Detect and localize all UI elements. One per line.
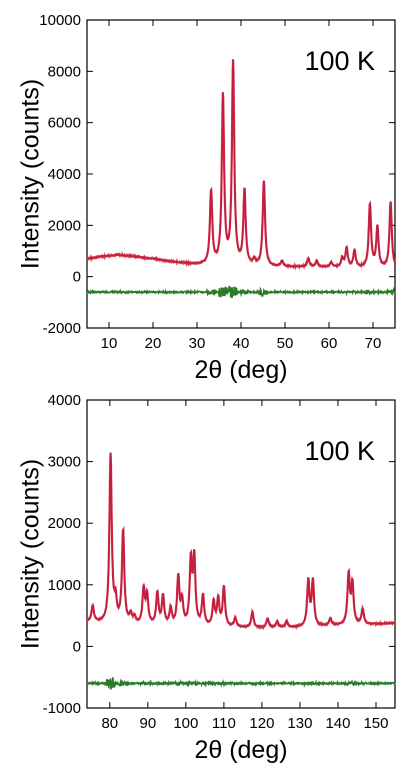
- bottom-chart-x-tick-label: 130: [287, 715, 312, 732]
- top-chart-y-tick-label: 10000: [39, 12, 81, 29]
- bottom-chart-y-tick-label: 4000: [48, 392, 81, 409]
- top-chart-x-tick-label: 30: [189, 335, 206, 352]
- bottom-chart-x-tick-label: 140: [325, 715, 350, 732]
- bottom-chart-x-ticks: 80 90 100 110 120 130 140 150: [101, 400, 389, 732]
- bottom-chart-difference-line: [86, 677, 396, 691]
- top-chart-panel: 10 20 30 40 50 60 70 -2000 0 2000 4000 6000 8000 100…: [17, 12, 397, 384]
- bottom-chart-x-tick-label: 100: [173, 715, 198, 732]
- bottom-chart-calculated-line: [86, 452, 395, 628]
- top-chart-observed-line: [86, 59, 397, 271]
- bottom-chart-x-axis-title: 2θ (deg): [194, 736, 287, 764]
- top-chart-x-tick-label: 60: [321, 335, 338, 352]
- top-chart-x-axis-title: 2θ (deg): [194, 356, 287, 384]
- top-chart-y-tick-label: 8000: [48, 63, 81, 80]
- bottom-chart-y-tick-label: 0: [73, 638, 81, 655]
- bottom-chart-x-tick-label: 80: [101, 715, 118, 732]
- top-chart-y-tick-label: 2000: [48, 217, 81, 234]
- bottom-chart-y-tick-label: 2000: [48, 515, 81, 532]
- top-chart-y-tick-label: 6000: [48, 115, 81, 132]
- top-chart-x-tick-label: 10: [101, 335, 118, 352]
- bottom-chart-y-tick-label: 1000: [48, 577, 81, 594]
- top-chart-y-tick-label: -2000: [43, 320, 81, 337]
- bottom-chart-panel: 80 90 100 110 120 130 140 150 -1000 0 1000 2000 300…: [17, 392, 396, 764]
- bottom-chart-y-tick-label: 3000: [48, 454, 81, 471]
- top-chart-y-tick-label: 0: [73, 269, 81, 286]
- top-chart-x-ticks: 10 20 30 40 50 60 70: [101, 20, 382, 352]
- bottom-chart-y-axis-title: Intensity (counts): [17, 459, 45, 649]
- bottom-chart-observed-line: [85, 453, 396, 631]
- top-chart-y-ticks: -2000 0 2000 4000 6000 8000 10000: [39, 12, 395, 337]
- bottom-chart-y-ticks: -1000 0 1000 2000 3000 4000: [43, 392, 395, 717]
- bottom-chart-x-tick-label: 90: [139, 715, 156, 732]
- bottom-chart-x-tick-label: 110: [212, 715, 236, 732]
- top-chart-temperature-annotation: 100 K: [304, 46, 375, 76]
- top-chart-x-tick-label: 20: [145, 335, 162, 352]
- top-chart-calculated-line: [87, 59, 396, 268]
- top-chart-x-tick-label: 50: [277, 335, 294, 352]
- top-chart-x-tick-label: 70: [365, 335, 382, 352]
- top-chart-x-tick-label: 40: [233, 335, 250, 352]
- top-chart-difference-line: [86, 285, 396, 299]
- top-chart-y-axis-title: Intensity (counts): [17, 79, 45, 269]
- bottom-chart-frame: [86, 399, 396, 709]
- bottom-chart-x-tick-label: 120: [249, 715, 274, 732]
- bottom-chart-temperature-annotation: 100 K: [304, 436, 375, 466]
- bottom-chart-y-tick-label: -1000: [43, 700, 81, 717]
- bottom-chart-x-tick-label: 150: [363, 715, 388, 732]
- top-chart-y-tick-label: 4000: [48, 166, 81, 183]
